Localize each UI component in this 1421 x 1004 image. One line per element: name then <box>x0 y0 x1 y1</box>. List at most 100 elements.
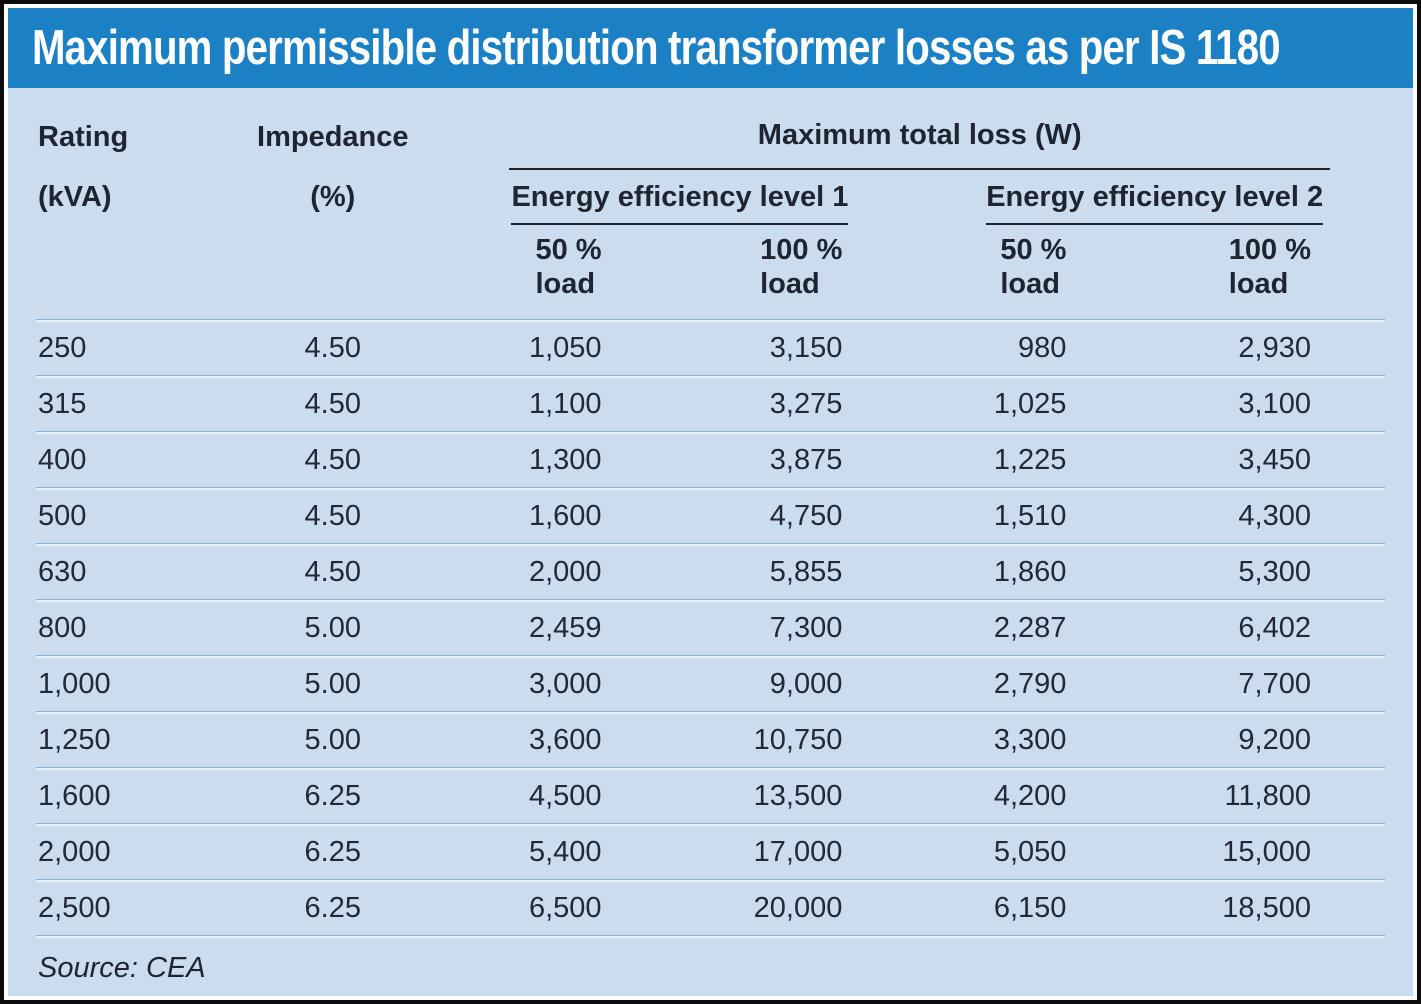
table-body-area: Rating Impedance Maximum total loss (W) … <box>8 88 1413 996</box>
cell-rating: 2,000 <box>36 823 219 880</box>
cell-impedance: 5.00 <box>218 655 448 712</box>
cell-ee2-50-load: 1,860 <box>872 543 1109 600</box>
table-card: Maximum permissible distribution transfo… <box>4 4 1417 1000</box>
cell-ee2-50-load: 5,050 <box>872 823 1109 880</box>
cell-rating: 400 <box>36 431 219 488</box>
source-value: CEA <box>146 952 206 984</box>
cell-impedance: 6.25 <box>218 767 448 824</box>
cell-ee1-100-load: 3,275 <box>629 375 873 432</box>
cell-ee2-50-load: 6,150 <box>872 879 1109 935</box>
table-row: 2,500 6.25 6,500 20,000 6,150 18,500 <box>36 879 1385 935</box>
cell-impedance: 4.50 <box>218 543 448 600</box>
header-efficiency-level-1: Energy efficiency level 1 <box>447 170 872 225</box>
header-ee1-100-load: 100 % load <box>630 225 873 320</box>
header-impedance: Impedance <box>257 121 409 153</box>
cell-ee2-50-load: 1,225 <box>872 431 1109 488</box>
cell-ee2-50-load: 2,287 <box>872 599 1109 656</box>
cell-ee2-100-load: 15,000 <box>1108 823 1385 880</box>
cell-impedance: 5.00 <box>218 599 448 656</box>
table-row: 630 4.50 2,000 5,855 1,860 5,300 <box>36 543 1385 600</box>
table-row: 2,000 6.25 5,400 17,000 5,050 15,000 <box>36 823 1385 880</box>
header-ee1-50-word: load <box>535 268 596 300</box>
header-ee1-100-word: load <box>760 268 820 300</box>
cell-impedance: 6.25 <box>218 823 448 880</box>
header-spacer-impedance <box>218 225 447 320</box>
cell-ee2-100-load: 9,200 <box>1108 711 1385 768</box>
header-impedance-unit: (%) <box>310 181 356 213</box>
cell-ee2-100-load: 3,100 <box>1108 375 1385 432</box>
cell-ee1-50-load: 1,050 <box>447 319 630 376</box>
header-ee1-100-pct: 100 % <box>760 234 843 266</box>
cell-ee1-50-load: 2,459 <box>447 599 630 656</box>
cell-ee2-100-load: 4,300 <box>1108 487 1385 544</box>
header-ee1-50-pct: 50 % <box>535 234 602 266</box>
cell-ee2-100-load: 2,930 <box>1108 319 1385 376</box>
header-ee2-100-load: 100 % load <box>1108 225 1385 320</box>
cell-ee1-50-load: 1,100 <box>447 375 630 432</box>
cell-impedance: 4.50 <box>218 375 448 432</box>
header-max-total-loss-label: Maximum total loss (W) <box>509 118 1330 170</box>
table-row: 500 4.50 1,600 4,750 1,510 4,300 <box>36 487 1385 544</box>
cell-ee1-50-load: 3,600 <box>447 711 630 768</box>
cell-rating: 315 <box>36 375 219 432</box>
cell-ee2-50-load: 980 <box>872 319 1109 376</box>
losses-table: Rating Impedance Maximum total loss (W) … <box>36 88 1385 935</box>
table-row: 1,000 5.00 3,000 9,000 2,790 7,700 <box>36 655 1385 712</box>
source-label: Source: <box>38 952 138 984</box>
header-ee2-100-word: load <box>1228 268 1289 300</box>
cell-ee1-100-load: 3,150 <box>629 319 873 376</box>
cell-ee1-100-load: 7,300 <box>629 599 873 656</box>
cell-rating: 1,000 <box>36 655 219 712</box>
table-row: 250 4.50 1,050 3,150 980 2,930 <box>36 319 1385 376</box>
cell-ee1-100-load: 3,875 <box>629 431 873 488</box>
cell-ee1-100-load: 17,000 <box>629 823 873 880</box>
cell-rating: 1,600 <box>36 767 219 824</box>
cell-ee2-100-load: 11,800 <box>1108 767 1385 824</box>
header-rating-unit: (kVA) <box>38 181 112 213</box>
source-note: Source: CEA <box>36 935 1385 996</box>
cell-rating: 2,500 <box>36 879 219 935</box>
table-rows: 250 4.50 1,050 3,150 980 2,930 315 4.50 1,100 3,2… <box>36 319 1385 935</box>
table-row: 315 4.50 1,100 3,275 1,025 3,100 <box>36 375 1385 432</box>
header-spacer-rating <box>36 225 218 320</box>
cell-impedance: 4.50 <box>218 431 448 488</box>
cell-rating: 1,250 <box>36 711 219 768</box>
cell-rating: 250 <box>36 319 219 376</box>
cell-ee1-50-load: 5,400 <box>447 823 630 880</box>
cell-rating: 800 <box>36 599 219 656</box>
header-max-total-loss: Maximum total loss (W) <box>447 88 1385 170</box>
cell-rating: 630 <box>36 543 219 600</box>
table-row: 400 4.50 1,300 3,875 1,225 3,450 <box>36 431 1385 488</box>
cell-ee2-50-load: 1,025 <box>872 375 1109 432</box>
cell-ee2-50-load: 1,510 <box>872 487 1109 544</box>
cell-ee1-100-load: 4,750 <box>629 487 873 544</box>
cell-ee1-50-load: 6,500 <box>447 879 630 935</box>
cell-ee1-100-load: 13,500 <box>629 767 873 824</box>
cell-ee1-100-load: 9,000 <box>629 655 873 712</box>
cell-ee2-100-load: 5,300 <box>1108 543 1385 600</box>
cell-ee1-50-load: 2,000 <box>447 543 630 600</box>
cell-ee1-100-load: 20,000 <box>629 879 873 935</box>
header-ee1-50-load: 50 % load <box>447 225 629 320</box>
cell-ee1-50-load: 3,000 <box>447 655 630 712</box>
header-ee2-100-pct: 100 % <box>1228 234 1311 266</box>
cell-impedance: 4.50 <box>218 319 448 376</box>
cell-ee1-50-load: 1,300 <box>447 431 630 488</box>
table-row: 800 5.00 2,459 7,300 2,287 6,402 <box>36 599 1385 656</box>
cell-impedance: 5.00 <box>218 711 448 768</box>
cell-ee2-100-load: 18,500 <box>1108 879 1385 935</box>
header-ee2-50-word: load <box>1000 268 1060 300</box>
table-row: 1,250 5.00 3,600 10,750 3,300 9,200 <box>36 711 1385 768</box>
table-title-bar: Maximum permissible distribution transfo… <box>8 8 1413 88</box>
cell-ee2-50-load: 3,300 <box>872 711 1109 768</box>
cell-ee2-100-load: 3,450 <box>1108 431 1385 488</box>
header-efficiency-level-1-label: Energy efficiency level 1 <box>511 180 849 225</box>
cell-ee1-50-load: 4,500 <box>447 767 630 824</box>
cell-ee2-50-load: 4,200 <box>872 767 1109 824</box>
cell-rating: 500 <box>36 487 219 544</box>
header-ee2-50-pct: 50 % <box>1000 234 1067 266</box>
header-ee2-50-load: 50 % load <box>872 225 1108 320</box>
cell-impedance: 4.50 <box>218 487 448 544</box>
cell-ee2-100-load: 7,700 <box>1108 655 1385 712</box>
